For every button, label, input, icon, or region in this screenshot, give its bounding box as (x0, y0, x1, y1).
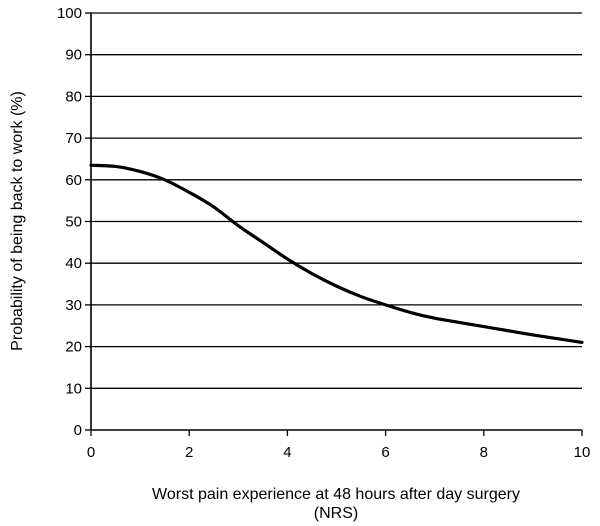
y-tick-label: 20 (65, 339, 82, 356)
y-tick-label: 100 (57, 5, 82, 22)
gridlines (91, 12, 582, 389)
x-tick-label: 8 (480, 444, 488, 461)
y-tick-label: 40 (65, 255, 82, 272)
y-tick-label: 30 (65, 297, 82, 314)
x-axis-title: Worst pain experience at 48 hours after … (152, 486, 520, 503)
x-tick-label: 2 (185, 444, 193, 461)
y-tick-label: 90 (65, 47, 82, 64)
y-tick-label: 60 (65, 172, 82, 189)
y-tick-label: 80 (65, 88, 82, 105)
y-tick-label: 50 (65, 214, 82, 231)
axes (85, 12, 583, 436)
y-tick-label: 70 (65, 130, 82, 147)
x-tick-labels: 0 2 4 6 8 10 (87, 444, 591, 461)
x-tick-label: 0 (87, 444, 95, 461)
series (89, 163, 584, 345)
x-tick-label: 6 (381, 444, 389, 461)
y-tick-label: 0 (74, 422, 82, 439)
y-axis-title: Probability of being back to work (%) (9, 91, 26, 351)
x-tick-label: 4 (283, 444, 291, 461)
x-axis-title-line2: (NRS) (314, 505, 358, 522)
y-tick-label: 10 (65, 380, 82, 397)
x-tick-label: 10 (574, 444, 591, 461)
y-tick-labels: 0 10 20 30 40 50 60 70 80 90 100 (57, 5, 82, 439)
series-line-0 (89, 163, 584, 345)
